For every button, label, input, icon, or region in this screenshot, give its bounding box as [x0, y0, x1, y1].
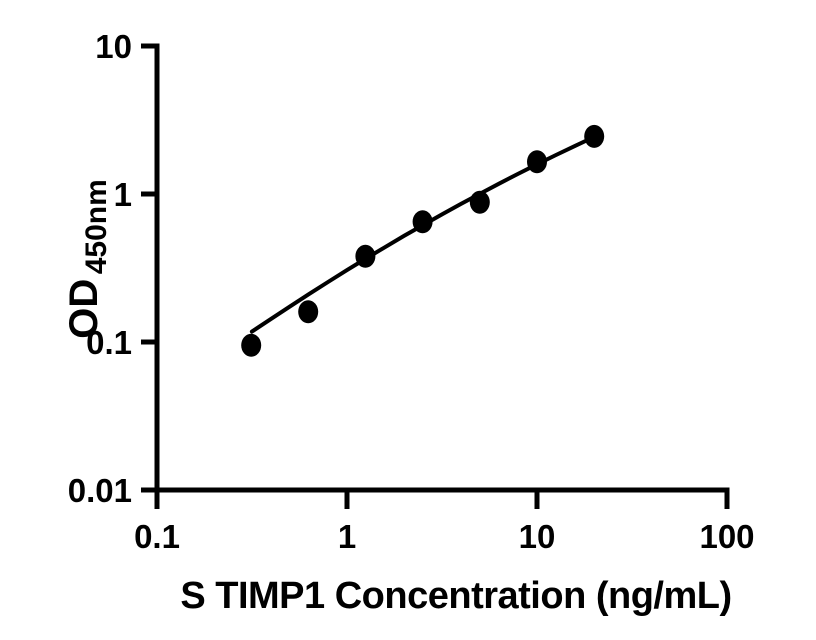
data-point-marker	[412, 210, 433, 234]
x-tick-label: 100	[699, 518, 754, 555]
y-tick-label: 10	[95, 28, 132, 65]
y-axis-title: OD 450nm	[62, 179, 113, 339]
x-tick-label: 1	[338, 518, 356, 555]
x-axis-title: S TIMP1 Concentration (ng/mL)	[180, 575, 731, 617]
y-tick-label: 0.1	[86, 324, 132, 361]
y-tick-label: 1	[114, 176, 132, 213]
x-tick-label: 10	[519, 518, 556, 555]
data-point-marker	[355, 244, 376, 268]
data-point-marker	[241, 333, 262, 357]
y-tick-label: 0.01	[68, 472, 132, 509]
y-axis-title-subscript: 450nm	[80, 179, 113, 274]
y-axis-title-main: OD	[62, 279, 106, 339]
x-tick-label: 0.1	[134, 518, 180, 555]
data-point-marker	[298, 300, 319, 324]
data-point-marker	[584, 124, 605, 148]
data-point-marker	[527, 150, 547, 174]
data-point-marker	[469, 190, 490, 214]
